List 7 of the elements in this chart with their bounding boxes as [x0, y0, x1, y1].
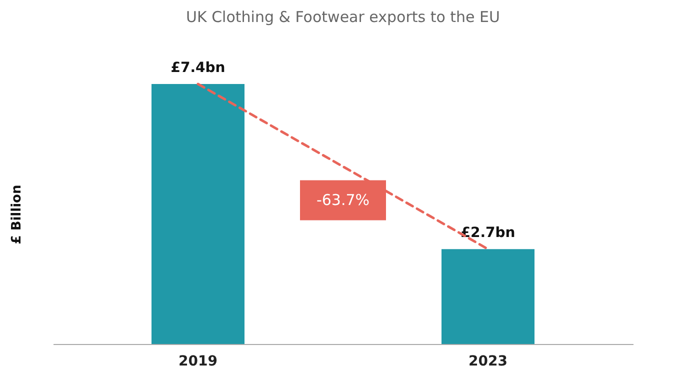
x-tick-label: 2023 [468, 354, 508, 370]
data-label: £7.4bn [170, 60, 226, 76]
y-axis-title: £ Billion [10, 184, 24, 244]
chart-title: UK Clothing & Footwear exports to the EU [186, 8, 500, 26]
data-label: £2.7bn [460, 225, 516, 242]
annotation: -63.7% [316, 191, 370, 210]
x-tick-label: 2019 [178, 354, 218, 370]
